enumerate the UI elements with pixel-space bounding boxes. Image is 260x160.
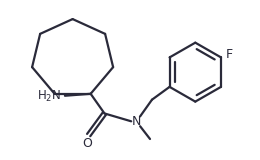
Text: O: O (83, 137, 93, 150)
Text: N: N (132, 115, 141, 128)
Text: F: F (226, 48, 233, 61)
Text: H$_2$N: H$_2$N (37, 89, 61, 104)
